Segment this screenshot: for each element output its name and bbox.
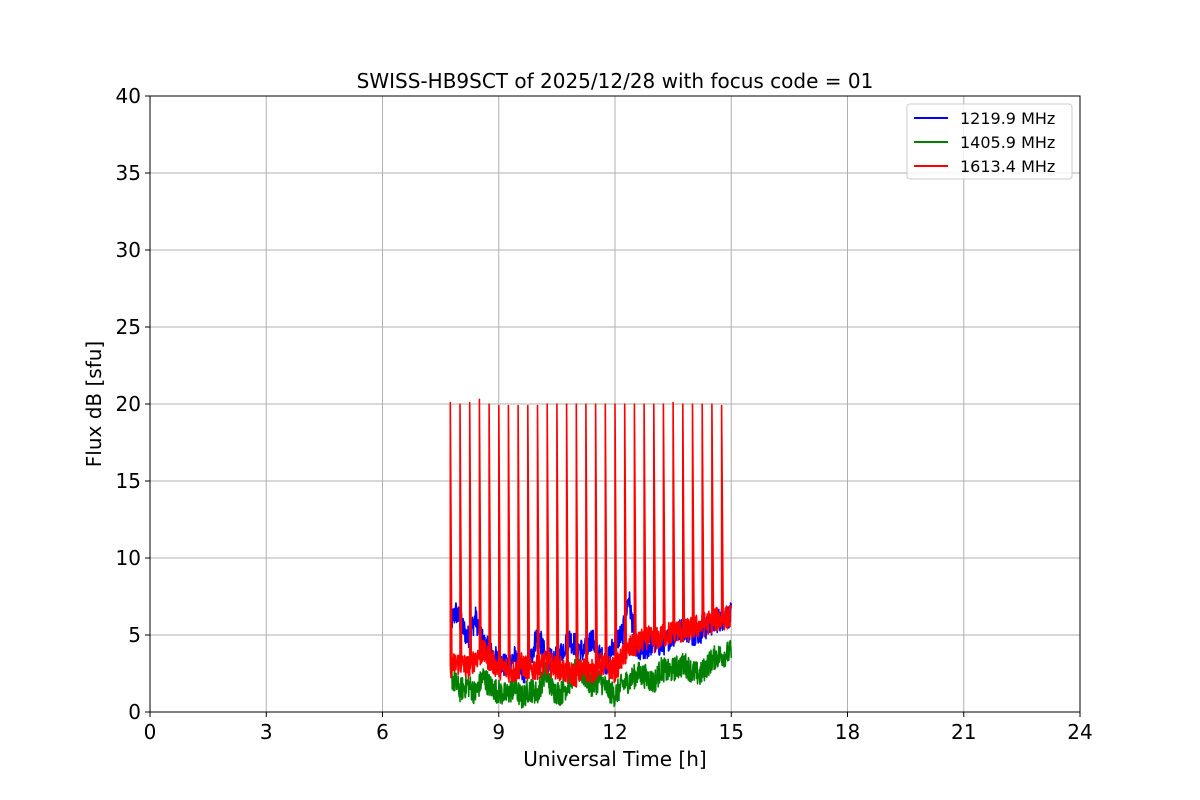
legend-label: 1405.9 MHz bbox=[960, 133, 1055, 152]
y-tick-label: 15 bbox=[116, 469, 141, 493]
legend-label: 1613.4 MHz bbox=[960, 157, 1055, 176]
x-tick-label: 24 bbox=[1067, 720, 1092, 744]
y-tick-label: 10 bbox=[116, 546, 141, 570]
y-axis-title: Flux dB [sfu] bbox=[82, 341, 106, 467]
x-axis-title: Universal Time [h] bbox=[523, 747, 706, 771]
x-axis-ticks: 0 3 6 9 12 15 18 21 24 bbox=[144, 712, 1093, 744]
plot-series bbox=[449, 398, 733, 709]
x-tick-label: 0 bbox=[144, 720, 157, 744]
series-line-2 bbox=[449, 398, 733, 688]
x-tick-label: 9 bbox=[492, 720, 505, 744]
y-tick-label: 5 bbox=[128, 623, 141, 647]
y-tick-label: 20 bbox=[116, 392, 141, 416]
x-tick-label: 15 bbox=[719, 720, 744, 744]
y-tick-label: 35 bbox=[116, 161, 141, 185]
legend: 1219.9 MHz 1405.9 MHz 1613.4 MHz bbox=[906, 103, 1073, 180]
x-tick-label: 12 bbox=[602, 720, 627, 744]
legend-label: 1219.9 MHz bbox=[960, 109, 1055, 128]
x-tick-label: 18 bbox=[835, 720, 860, 744]
x-tick-label: 3 bbox=[260, 720, 273, 744]
x-tick-label: 6 bbox=[376, 720, 389, 744]
x-tick-label: 21 bbox=[951, 720, 976, 744]
y-tick-label: 30 bbox=[116, 238, 141, 262]
chart-title: SWISS-HB9SCT of 2025/12/28 with focus co… bbox=[357, 69, 874, 93]
y-tick-label: 40 bbox=[116, 84, 141, 108]
y-tick-label: 0 bbox=[128, 700, 141, 724]
y-tick-label: 25 bbox=[116, 315, 141, 339]
legend-box bbox=[906, 103, 1073, 180]
y-axis-ticks: 0 5 10 15 20 25 30 35 40 bbox=[116, 84, 150, 724]
